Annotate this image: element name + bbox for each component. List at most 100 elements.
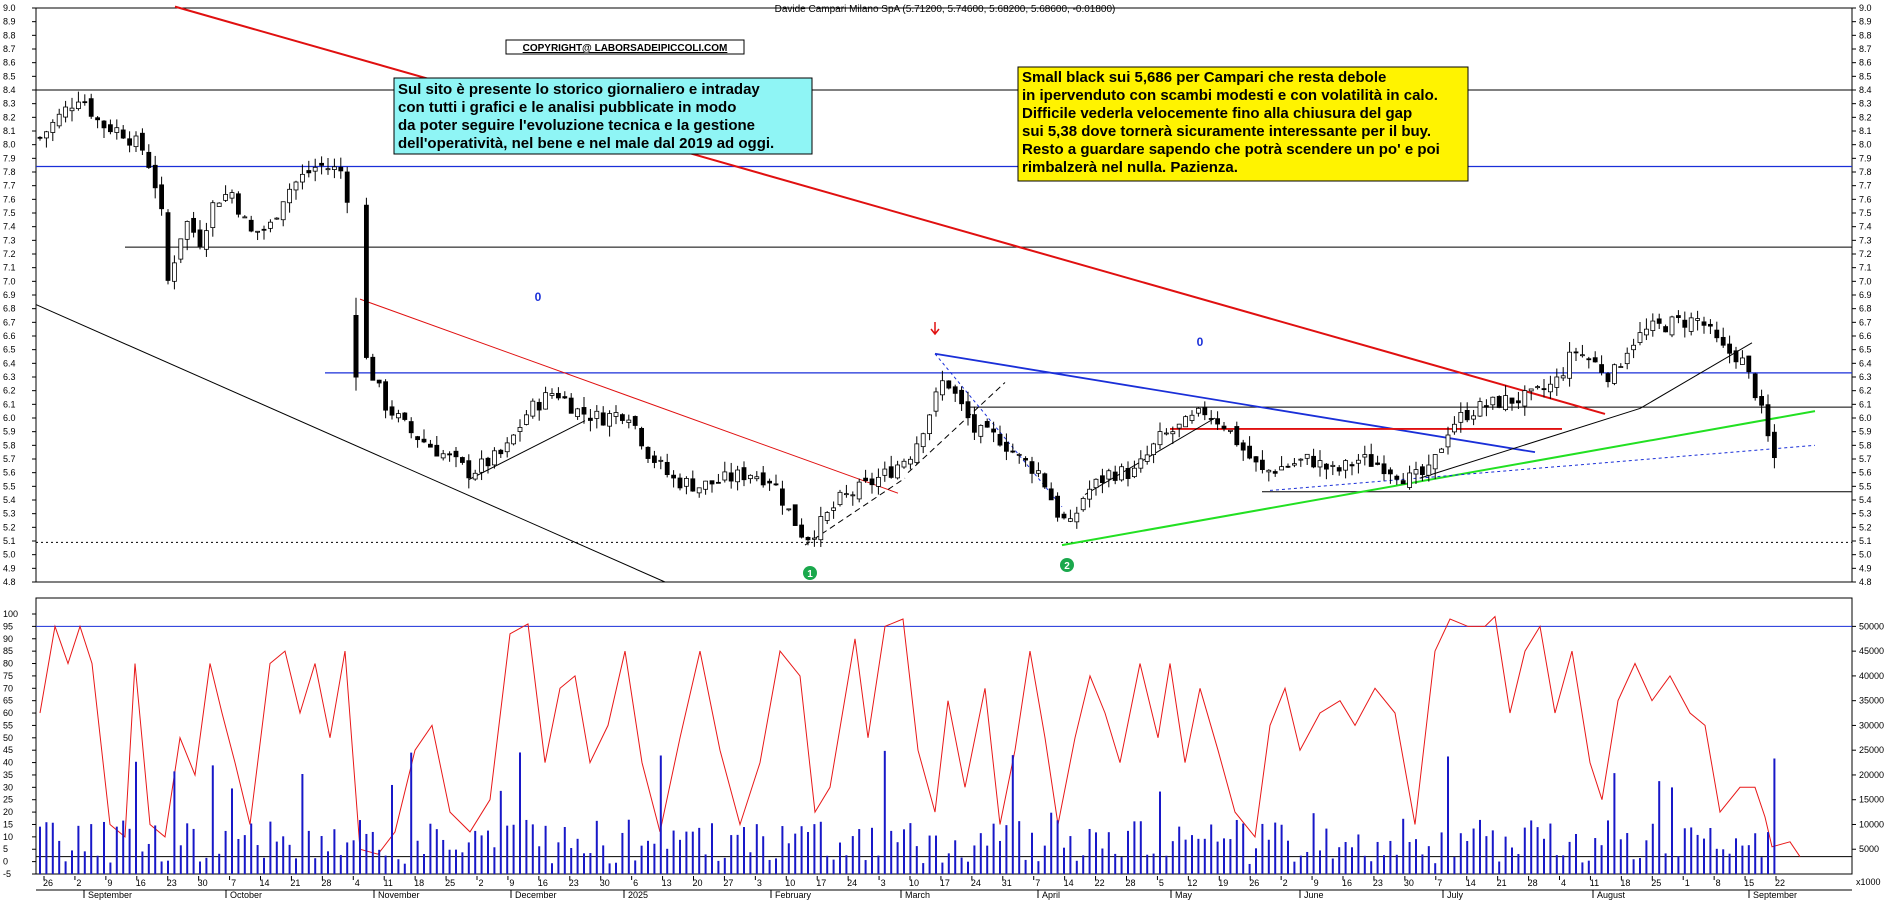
price-tick-label-left: 8.6 <box>3 58 16 68</box>
candle-body <box>1272 471 1278 474</box>
date-tick-label: 3 <box>881 878 886 888</box>
candle-body <box>306 170 312 174</box>
price-tick-label-left: 7.3 <box>3 235 16 245</box>
date-tick-label: 30 <box>1404 878 1414 888</box>
date-tick-label: 3 <box>757 878 762 888</box>
candle-body <box>44 131 49 139</box>
candle-body <box>1720 336 1726 346</box>
candle-body <box>1247 445 1252 459</box>
black-rising-line-3 <box>468 420 586 480</box>
candle-body <box>824 512 830 521</box>
price-tick-label-right: 7.6 <box>1859 194 1872 204</box>
candle-body <box>1548 383 1553 393</box>
candle-body <box>920 433 926 448</box>
candle-body <box>50 121 56 133</box>
date-tick-label: 23 <box>1373 878 1383 888</box>
candle-body <box>203 230 209 250</box>
price-tick-label-left: 8.3 <box>3 99 16 109</box>
price-tick-label-right: 7.5 <box>1859 208 1872 218</box>
month-label: April <box>1042 890 1060 900</box>
chart-frame <box>35 7 1853 891</box>
candle-body <box>1100 475 1105 483</box>
price-tick-label-right: 5.8 <box>1859 440 1872 450</box>
date-tick-label: 22 <box>1775 878 1785 888</box>
candle-body <box>472 472 478 480</box>
price-tick-label-left: 8.9 <box>3 17 16 27</box>
date-tick-label: 21 <box>1497 878 1507 888</box>
candle-body <box>427 443 433 448</box>
candle-body <box>421 438 427 443</box>
oscillator-tick-label: 100 <box>3 609 18 619</box>
candle-body <box>69 107 75 112</box>
candle-body <box>1023 458 1028 461</box>
candle-body <box>581 407 587 415</box>
candle-body <box>389 406 395 416</box>
candle-body <box>1317 460 1323 468</box>
price-tick-label-right: 8.2 <box>1859 112 1872 122</box>
price-tick-label-right: 5.7 <box>1859 454 1872 464</box>
candle-body <box>575 408 580 417</box>
price-tick-label-right: 6.0 <box>1859 413 1872 423</box>
candle-body <box>773 483 779 486</box>
candle-body <box>1138 458 1144 469</box>
date-tick-label: 9 <box>107 878 112 888</box>
price-tick-label-left: 7.2 <box>3 249 16 259</box>
candle-body <box>1279 466 1284 471</box>
price-tick-label-right: 7.0 <box>1859 276 1872 286</box>
candle-body <box>1029 461 1035 474</box>
oscillator-tick-label: 65 <box>3 696 13 706</box>
candle-body <box>108 124 113 133</box>
candle-body <box>1695 318 1700 321</box>
price-tick-label-left: 7.8 <box>3 167 16 177</box>
right-annotation-line: rimbalzerà nel nulla. Pazienza. <box>1022 159 1238 176</box>
candle-body <box>908 458 913 465</box>
candle-body <box>479 458 485 473</box>
candle-body <box>1772 431 1777 459</box>
candle-body <box>568 397 574 414</box>
price-tick-label-right: 8.8 <box>1859 30 1872 40</box>
candle-body <box>972 414 977 433</box>
wave-marker-1-label: 1 <box>807 569 813 580</box>
date-tick-label: 15 <box>1744 878 1754 888</box>
price-tick-label-left: 6.3 <box>3 372 16 382</box>
candle-body <box>1324 463 1329 470</box>
candle-body <box>607 413 612 427</box>
date-tick-label: 30 <box>600 878 610 888</box>
date-tick-label: 27 <box>723 878 733 888</box>
date-tick-label: 2 <box>1283 878 1288 888</box>
oscillator-tick-label: 40 <box>3 758 13 768</box>
price-tick-label-left: 5.0 <box>3 550 16 560</box>
candle-body <box>1119 466 1124 481</box>
price-tick-label-right: 6.7 <box>1859 317 1872 327</box>
price-tick-label-left: 6.2 <box>3 386 16 396</box>
price-tick-label-left: 8.8 <box>3 30 16 40</box>
candle-body <box>1413 469 1419 475</box>
candle-body <box>88 98 94 117</box>
candle-body <box>895 464 900 479</box>
candle-body <box>792 504 798 526</box>
candle-body <box>1055 495 1060 518</box>
candle-body <box>940 380 945 396</box>
candle-body <box>1080 498 1086 511</box>
candle-body <box>353 315 359 378</box>
candle-body <box>1176 423 1182 429</box>
candle-body <box>760 472 766 486</box>
left-annotation-line: con tutti i grafici e le analisi pubblic… <box>398 99 736 116</box>
price-tick-label-left: 5.3 <box>3 509 16 519</box>
candle-body <box>562 396 568 399</box>
candle-body <box>95 117 100 121</box>
candle-body <box>1516 400 1521 404</box>
candle-body <box>696 487 702 494</box>
candle-body <box>703 480 708 490</box>
candle-body <box>338 166 344 172</box>
date-tick-label: 21 <box>290 878 300 888</box>
oscillator-tick-label: 30 <box>3 782 13 792</box>
candle-body <box>626 419 632 423</box>
price-tick-label-left: 7.0 <box>3 276 16 286</box>
candle-body <box>1656 318 1662 324</box>
candle-body <box>1381 463 1387 475</box>
candle-body <box>191 217 197 233</box>
right-annotation-line: sui 5,38 dove tornerà sicuramente intere… <box>1022 123 1431 140</box>
candle-body <box>1164 432 1169 435</box>
candle-body <box>1541 388 1547 391</box>
